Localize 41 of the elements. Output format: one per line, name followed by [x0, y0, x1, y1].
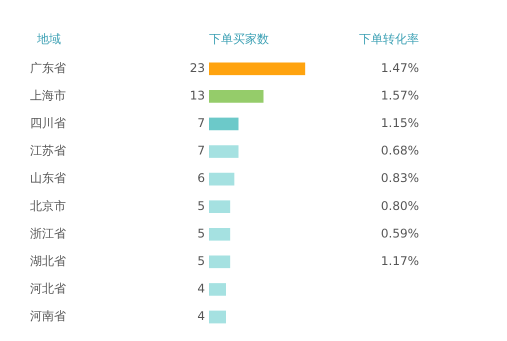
text: 0.80% [380, 198, 419, 213]
y-tick-label: 河北省 [30, 282, 66, 296]
data-label: 13 [190, 88, 205, 102]
data-label: 4 [197, 282, 205, 296]
y-tick-label: 山东省 [30, 171, 66, 186]
text: 1.57% [380, 88, 419, 102]
data-label: 23 [190, 60, 205, 75]
data-label: 7 [197, 116, 205, 130]
bar [209, 118, 238, 130]
bar [209, 145, 238, 158]
bar [209, 310, 226, 324]
y2-axis-title: 下单转化率 [359, 31, 419, 48]
y-tick-label: 广东省 [30, 60, 66, 75]
y-axis-title: 地域 [37, 31, 61, 48]
y-tick-label: 上海市 [30, 88, 66, 102]
y-tick-label: 湖北省 [30, 254, 66, 268]
text: 1.47% [380, 60, 419, 75]
bar [209, 172, 234, 186]
bar [209, 62, 306, 76]
text: 1.15% [380, 116, 419, 130]
bar [209, 90, 264, 103]
y-tick-label: 河南省 [30, 309, 66, 324]
text: 0.68% [380, 144, 419, 158]
y-tick-label: 四川省 [30, 116, 66, 130]
bar [209, 256, 230, 268]
data-label: 4 [197, 309, 205, 324]
y-tick-label: 江苏省 [30, 144, 66, 158]
bar [209, 200, 230, 214]
data-label: 7 [197, 144, 205, 158]
text: 0.83% [380, 171, 419, 186]
data-label: 6 [197, 171, 205, 186]
bar [209, 283, 226, 296]
bar [209, 228, 230, 241]
data-label: 5 [197, 198, 205, 213]
text: 1.17% [380, 254, 419, 268]
text: 0.59% [380, 226, 419, 240]
y-tick-label: 北京市 [30, 198, 66, 213]
data-label: 5 [197, 226, 205, 240]
data-label: 5 [197, 254, 205, 268]
y-tick-label: 浙江省 [30, 226, 66, 240]
x-axis-title: 下单买家数 [209, 31, 269, 48]
